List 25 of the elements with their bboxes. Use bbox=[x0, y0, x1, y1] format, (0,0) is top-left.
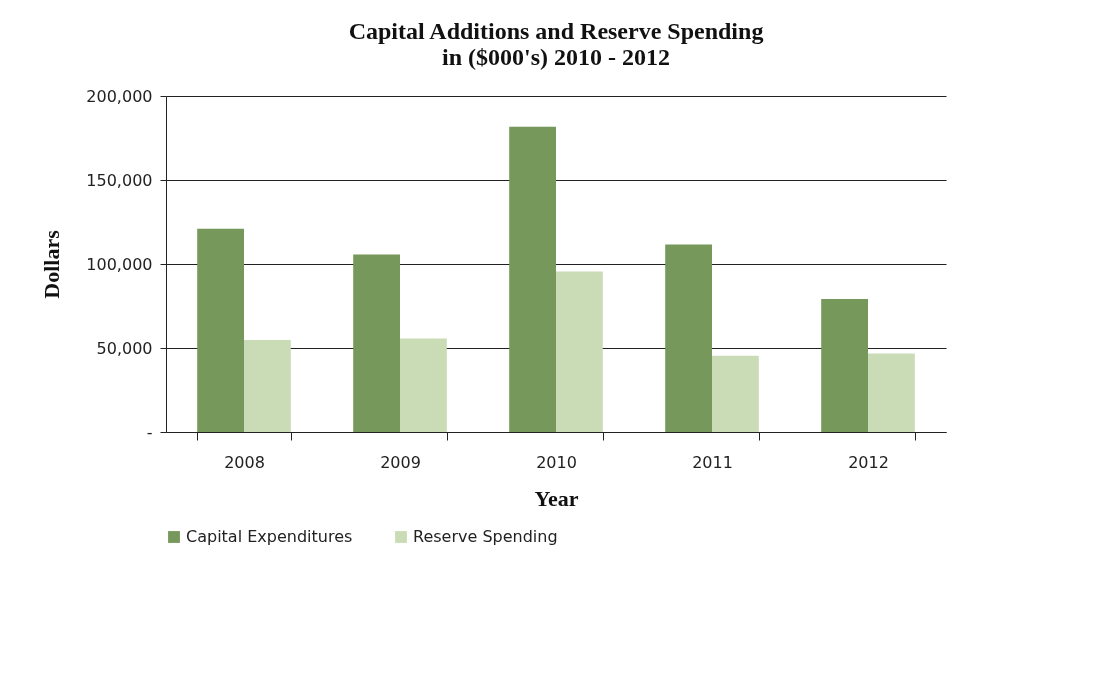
y-tick-label: 50,000 bbox=[96, 338, 153, 358]
y-tick-label: - bbox=[146, 422, 153, 442]
y-axis-title: Dollars bbox=[39, 229, 65, 299]
x-tick-label: 2009 bbox=[380, 452, 421, 472]
bar bbox=[353, 254, 400, 432]
bar bbox=[821, 298, 868, 432]
y-tick-label: 200,000 bbox=[86, 86, 153, 106]
bar bbox=[197, 228, 244, 432]
bar bbox=[244, 340, 291, 432]
legend-label: Reserve Spending bbox=[413, 527, 558, 546]
bar bbox=[509, 126, 556, 432]
x-tick-label: 2010 bbox=[536, 452, 577, 472]
legend-label: Capital Expenditures bbox=[186, 527, 353, 546]
y-tick-label: 150,000 bbox=[86, 170, 153, 190]
y-tick-label: 100,000 bbox=[86, 254, 153, 274]
chart-title: Capital Additions and Reserve Spending in ($000's) 2010 - 2012 bbox=[348, 18, 764, 70]
bar bbox=[400, 338, 447, 432]
x-axis-title: Year bbox=[534, 485, 579, 511]
bar bbox=[665, 244, 712, 432]
x-tick-label: 2008 bbox=[224, 452, 265, 472]
bar bbox=[556, 271, 603, 432]
x-tick-label: 2011 bbox=[692, 452, 733, 472]
bar bbox=[712, 355, 759, 432]
bar bbox=[868, 353, 915, 432]
x-tick-label: 2012 bbox=[848, 452, 889, 472]
